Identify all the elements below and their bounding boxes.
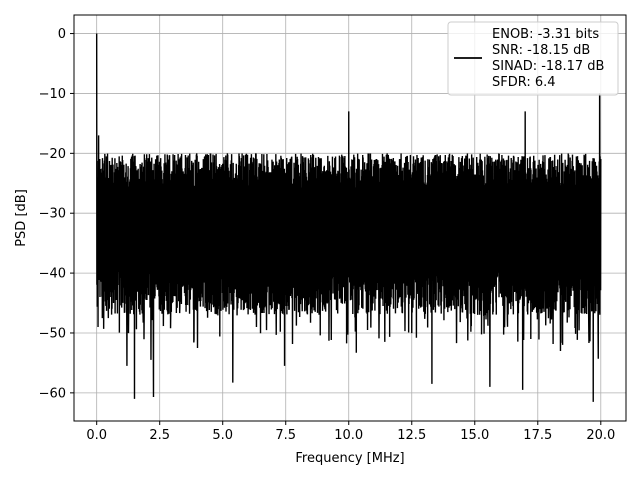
x-tick-label: 2.5 bbox=[149, 428, 170, 443]
legend-entry-sinad: SINAD: -18.17 dB bbox=[492, 59, 604, 74]
y-tick-label: −40 bbox=[39, 267, 66, 282]
x-tick-label: 5.0 bbox=[212, 428, 233, 443]
y-tick-label: −60 bbox=[39, 386, 66, 401]
y-tick-label: −20 bbox=[39, 147, 66, 162]
x-tick-label: 10.0 bbox=[334, 428, 363, 443]
x-tick-label: 20.0 bbox=[586, 428, 615, 443]
y-axis-ticks: 0 −10 −20 −30 −40 −50 −60 bbox=[39, 27, 74, 401]
x-tick-label: 7.5 bbox=[275, 428, 296, 443]
psd-series bbox=[95, 33, 602, 402]
y-tick-label: 0 bbox=[58, 27, 66, 42]
legend-entry-enob: ENOB: -3.31 bits bbox=[492, 27, 599, 42]
x-tick-label: 15.0 bbox=[460, 428, 489, 443]
legend-entry-snr: SNR: -18.15 dB bbox=[492, 43, 590, 58]
x-axis-label: Frequency [MHz] bbox=[295, 451, 404, 466]
x-tick-label: 12.5 bbox=[397, 428, 426, 443]
legend-box bbox=[447, 21, 619, 96]
x-axis-ticks: 0.0 2.5 5.0 7.5 10.0 12.5 15.0 17.5 20.0 bbox=[86, 421, 615, 443]
plot-frame bbox=[73, 14, 627, 422]
y-tick-label: −30 bbox=[39, 207, 66, 222]
legend: ENOB: -3.31 bits SNR: -18.15 dB SINAD: -… bbox=[447, 21, 619, 96]
legend-entry-sfdr: SFDR: 6.4 bbox=[492, 75, 556, 90]
y-tick-label: −50 bbox=[39, 326, 66, 341]
y-axis-label: PSD [dB] bbox=[14, 189, 29, 247]
x-tick-label: 17.5 bbox=[523, 428, 552, 443]
y-tick-label: −10 bbox=[39, 87, 66, 102]
psd-line bbox=[95, 33, 602, 402]
x-tick-label: 0.0 bbox=[86, 428, 107, 443]
